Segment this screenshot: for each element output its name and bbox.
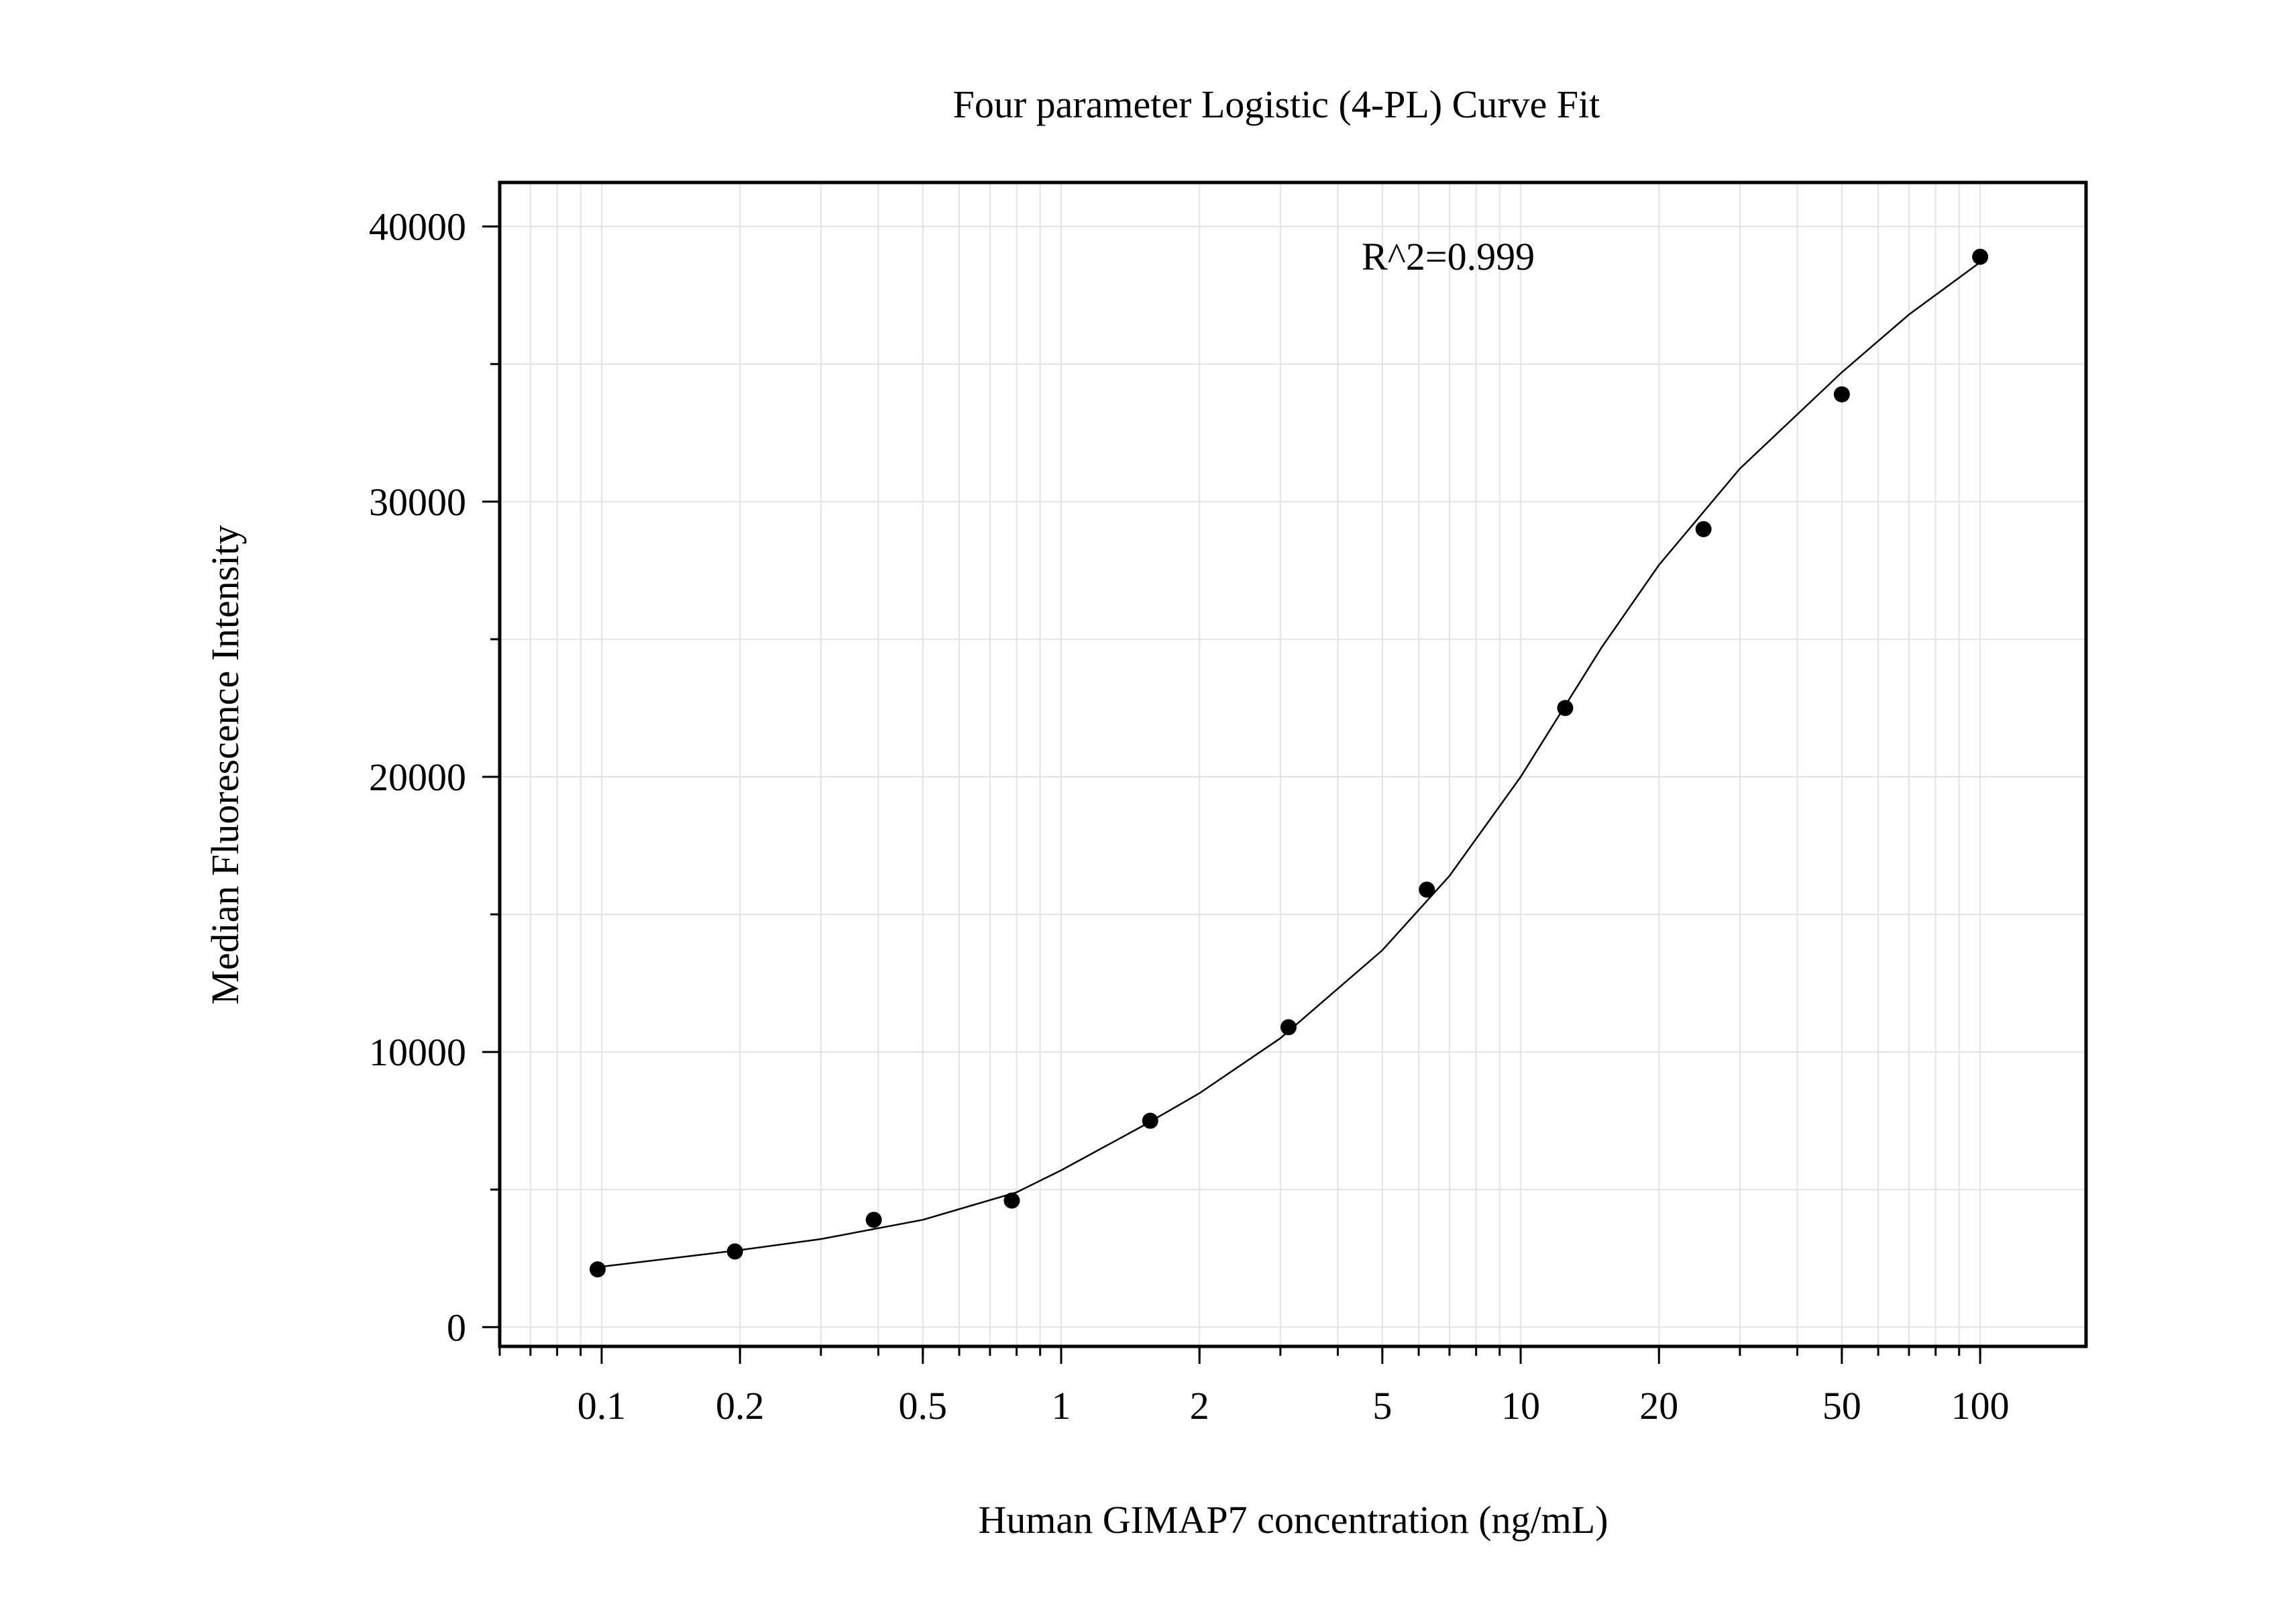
plot-frame xyxy=(498,180,2088,1348)
data-point xyxy=(1557,700,1574,716)
x-tick-label: 5 xyxy=(1372,1384,1392,1428)
data-point xyxy=(726,1243,743,1260)
fit-curve xyxy=(601,261,1981,1268)
x-tick-label: 20 xyxy=(1639,1384,1678,1428)
data-point xyxy=(1419,881,1435,898)
chart-title: Four parameter Logistic (4-PL) Curve Fit xyxy=(953,83,1600,126)
data-point xyxy=(1280,1019,1297,1036)
x-tick-label: 0.2 xyxy=(716,1384,765,1428)
y-tick-label: 30000 xyxy=(369,480,466,524)
y-axis-ticks: 0 10000 20000 30000 40000 xyxy=(369,205,500,1349)
x-tick-label: 0.5 xyxy=(899,1384,948,1428)
x-axis-ticks: 0.1 0.2 0.5 1 2 5 10 20 50 100 xyxy=(578,1346,2010,1428)
data-point xyxy=(1695,521,1712,537)
y-tick-label: 40000 xyxy=(369,205,466,249)
x-tick-label: 2 xyxy=(1190,1384,1209,1428)
x-tick-label: 10 xyxy=(1501,1384,1540,1428)
data-points-layer xyxy=(589,248,1989,1278)
data-point xyxy=(1003,1192,1020,1209)
x-tick-label: 50 xyxy=(1822,1384,1861,1428)
data-point xyxy=(1972,248,1989,265)
data-point xyxy=(1833,386,1850,403)
x-tick-label: 100 xyxy=(1951,1384,2010,1428)
data-point xyxy=(1142,1112,1158,1129)
x-axis-label: Human GIMAP7 concentration (ng/mL) xyxy=(978,1498,1608,1542)
y-tick-label: 10000 xyxy=(369,1030,466,1074)
y-tick-label: 20000 xyxy=(369,755,466,799)
r-squared-annotation: R^2=0.999 xyxy=(1362,235,1535,278)
data-point xyxy=(589,1261,606,1278)
fit-curve-layer xyxy=(601,261,1981,1268)
x-tick-label: 1 xyxy=(1052,1384,1071,1428)
y-tick-label: 0 xyxy=(447,1305,466,1349)
y-axis-label: Median Fluorescence Intensity xyxy=(203,525,247,1004)
x-tick-label: 0.1 xyxy=(578,1384,626,1428)
grid-lines xyxy=(499,182,2086,1346)
data-point xyxy=(865,1212,882,1228)
